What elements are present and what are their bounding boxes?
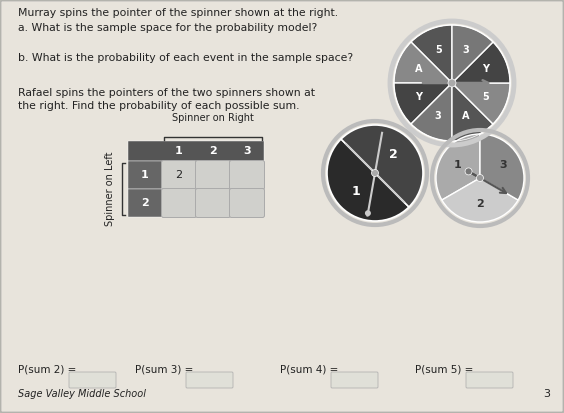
- Text: 2: 2: [175, 170, 183, 180]
- Wedge shape: [452, 25, 493, 83]
- Text: 1: 1: [175, 146, 183, 156]
- FancyBboxPatch shape: [161, 188, 196, 218]
- Wedge shape: [394, 83, 452, 124]
- Text: A: A: [462, 111, 469, 121]
- Text: Spinner on Left: Spinner on Left: [105, 152, 115, 226]
- Circle shape: [448, 79, 456, 87]
- Text: Murray spins the pointer of the spinner shown at the right.: Murray spins the pointer of the spinner …: [18, 8, 338, 18]
- Text: P(sum 3) =: P(sum 3) =: [135, 365, 193, 375]
- Text: Spinner on Right: Spinner on Right: [172, 113, 254, 123]
- Circle shape: [477, 175, 483, 181]
- Text: 5: 5: [482, 92, 488, 102]
- FancyBboxPatch shape: [128, 141, 264, 161]
- Circle shape: [465, 168, 472, 175]
- Text: 2: 2: [209, 146, 217, 156]
- Text: 3: 3: [243, 146, 251, 156]
- FancyBboxPatch shape: [69, 372, 116, 388]
- Text: b. What is the probability of each event in the sample space?: b. What is the probability of each event…: [18, 53, 353, 63]
- Text: a. What is the sample space for the probability model?: a. What is the sample space for the prob…: [18, 23, 317, 33]
- FancyBboxPatch shape: [331, 372, 378, 388]
- Text: the right. Find the probability of each possible sum.: the right. Find the probability of each …: [18, 101, 299, 111]
- Wedge shape: [436, 134, 480, 200]
- Wedge shape: [480, 134, 524, 200]
- FancyBboxPatch shape: [196, 161, 231, 190]
- Wedge shape: [452, 83, 510, 124]
- Text: Rafael spins the pointers of the two spinners shown at: Rafael spins the pointers of the two spi…: [18, 88, 315, 98]
- Wedge shape: [452, 42, 510, 83]
- Circle shape: [372, 169, 378, 176]
- FancyBboxPatch shape: [161, 161, 196, 190]
- Wedge shape: [394, 42, 452, 83]
- Text: 1: 1: [453, 160, 461, 170]
- FancyBboxPatch shape: [196, 188, 231, 218]
- Text: 5: 5: [435, 45, 442, 55]
- Wedge shape: [327, 139, 409, 221]
- Text: 2: 2: [476, 199, 484, 209]
- Wedge shape: [442, 178, 518, 222]
- FancyBboxPatch shape: [128, 189, 162, 217]
- Text: P(sum 2) =: P(sum 2) =: [18, 365, 76, 375]
- Wedge shape: [411, 83, 452, 141]
- FancyBboxPatch shape: [128, 161, 162, 189]
- FancyBboxPatch shape: [466, 372, 513, 388]
- FancyBboxPatch shape: [230, 188, 265, 218]
- Text: Y: Y: [482, 64, 489, 74]
- Wedge shape: [452, 83, 493, 141]
- Wedge shape: [411, 25, 452, 83]
- Text: 3: 3: [499, 160, 506, 170]
- Text: 3: 3: [462, 45, 469, 55]
- FancyBboxPatch shape: [230, 161, 265, 190]
- Wedge shape: [341, 125, 423, 207]
- Circle shape: [365, 210, 371, 216]
- Text: 3: 3: [435, 111, 442, 121]
- Text: A: A: [415, 64, 422, 74]
- Text: 3: 3: [543, 389, 550, 399]
- Text: 2: 2: [141, 198, 149, 208]
- Text: 1: 1: [352, 185, 361, 198]
- FancyBboxPatch shape: [186, 372, 233, 388]
- Text: Y: Y: [415, 92, 422, 102]
- Text: 1: 1: [141, 170, 149, 180]
- Text: Sage Valley Middle School: Sage Valley Middle School: [18, 389, 146, 399]
- Text: 2: 2: [389, 148, 398, 161]
- Text: P(sum 5) =: P(sum 5) =: [415, 365, 473, 375]
- Text: P(sum 4) =: P(sum 4) =: [280, 365, 338, 375]
